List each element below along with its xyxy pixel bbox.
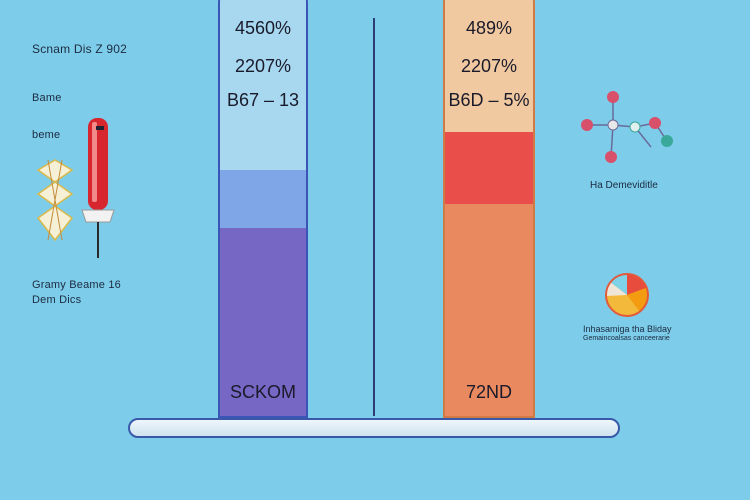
molecule-caption: Ha Demeviditle	[590, 180, 658, 191]
pie-caption-1: Inhasamiga tha Bliday	[583, 324, 672, 334]
molecule-icon	[581, 91, 673, 163]
left-tube-line-2: 2207%	[234, 56, 292, 76]
center-divider	[373, 18, 375, 416]
left-label-1: Bame	[32, 92, 62, 104]
pie-icon	[605, 273, 649, 317]
right-tube-line-1: 489%	[465, 18, 513, 38]
right-tube-top-segment	[445, 0, 533, 132]
left-tube-line-3: B67 – 13	[226, 90, 300, 110]
left-tube-line-1: 4560%	[234, 18, 292, 38]
left-caption-1: Gramy Beame 16	[32, 279, 122, 291]
right-tube-bottom-label: 72ND	[465, 382, 513, 402]
right-tube-line-2: 2207%	[460, 56, 518, 76]
left-caption-2: Dem Dics	[32, 294, 82, 306]
left-title: Scnam Dis Z 902	[32, 42, 128, 56]
right-tube-bottom-segment	[445, 204, 533, 416]
pie-caption-2: Gemaincoalsas canceerarie	[583, 335, 670, 342]
left-tube-middle-segment	[220, 170, 306, 228]
left-tube-bottom-label: SCKOM	[229, 382, 296, 402]
left-tube-top-segment	[220, 0, 306, 170]
left-tube: 4560% 2207% B67 – 13 SCKOM	[218, 0, 308, 418]
dna-pen-icon	[36, 118, 115, 258]
right-tube-middle-segment	[445, 132, 533, 204]
stand-base	[128, 418, 620, 438]
right-tube: 489% 2207% B6D – 5% 72ND	[443, 0, 535, 418]
right-tube-line-3: B6D – 5%	[448, 90, 530, 110]
left-tube-bottom-segment	[220, 228, 306, 416]
left-label-2: beme	[32, 129, 61, 141]
